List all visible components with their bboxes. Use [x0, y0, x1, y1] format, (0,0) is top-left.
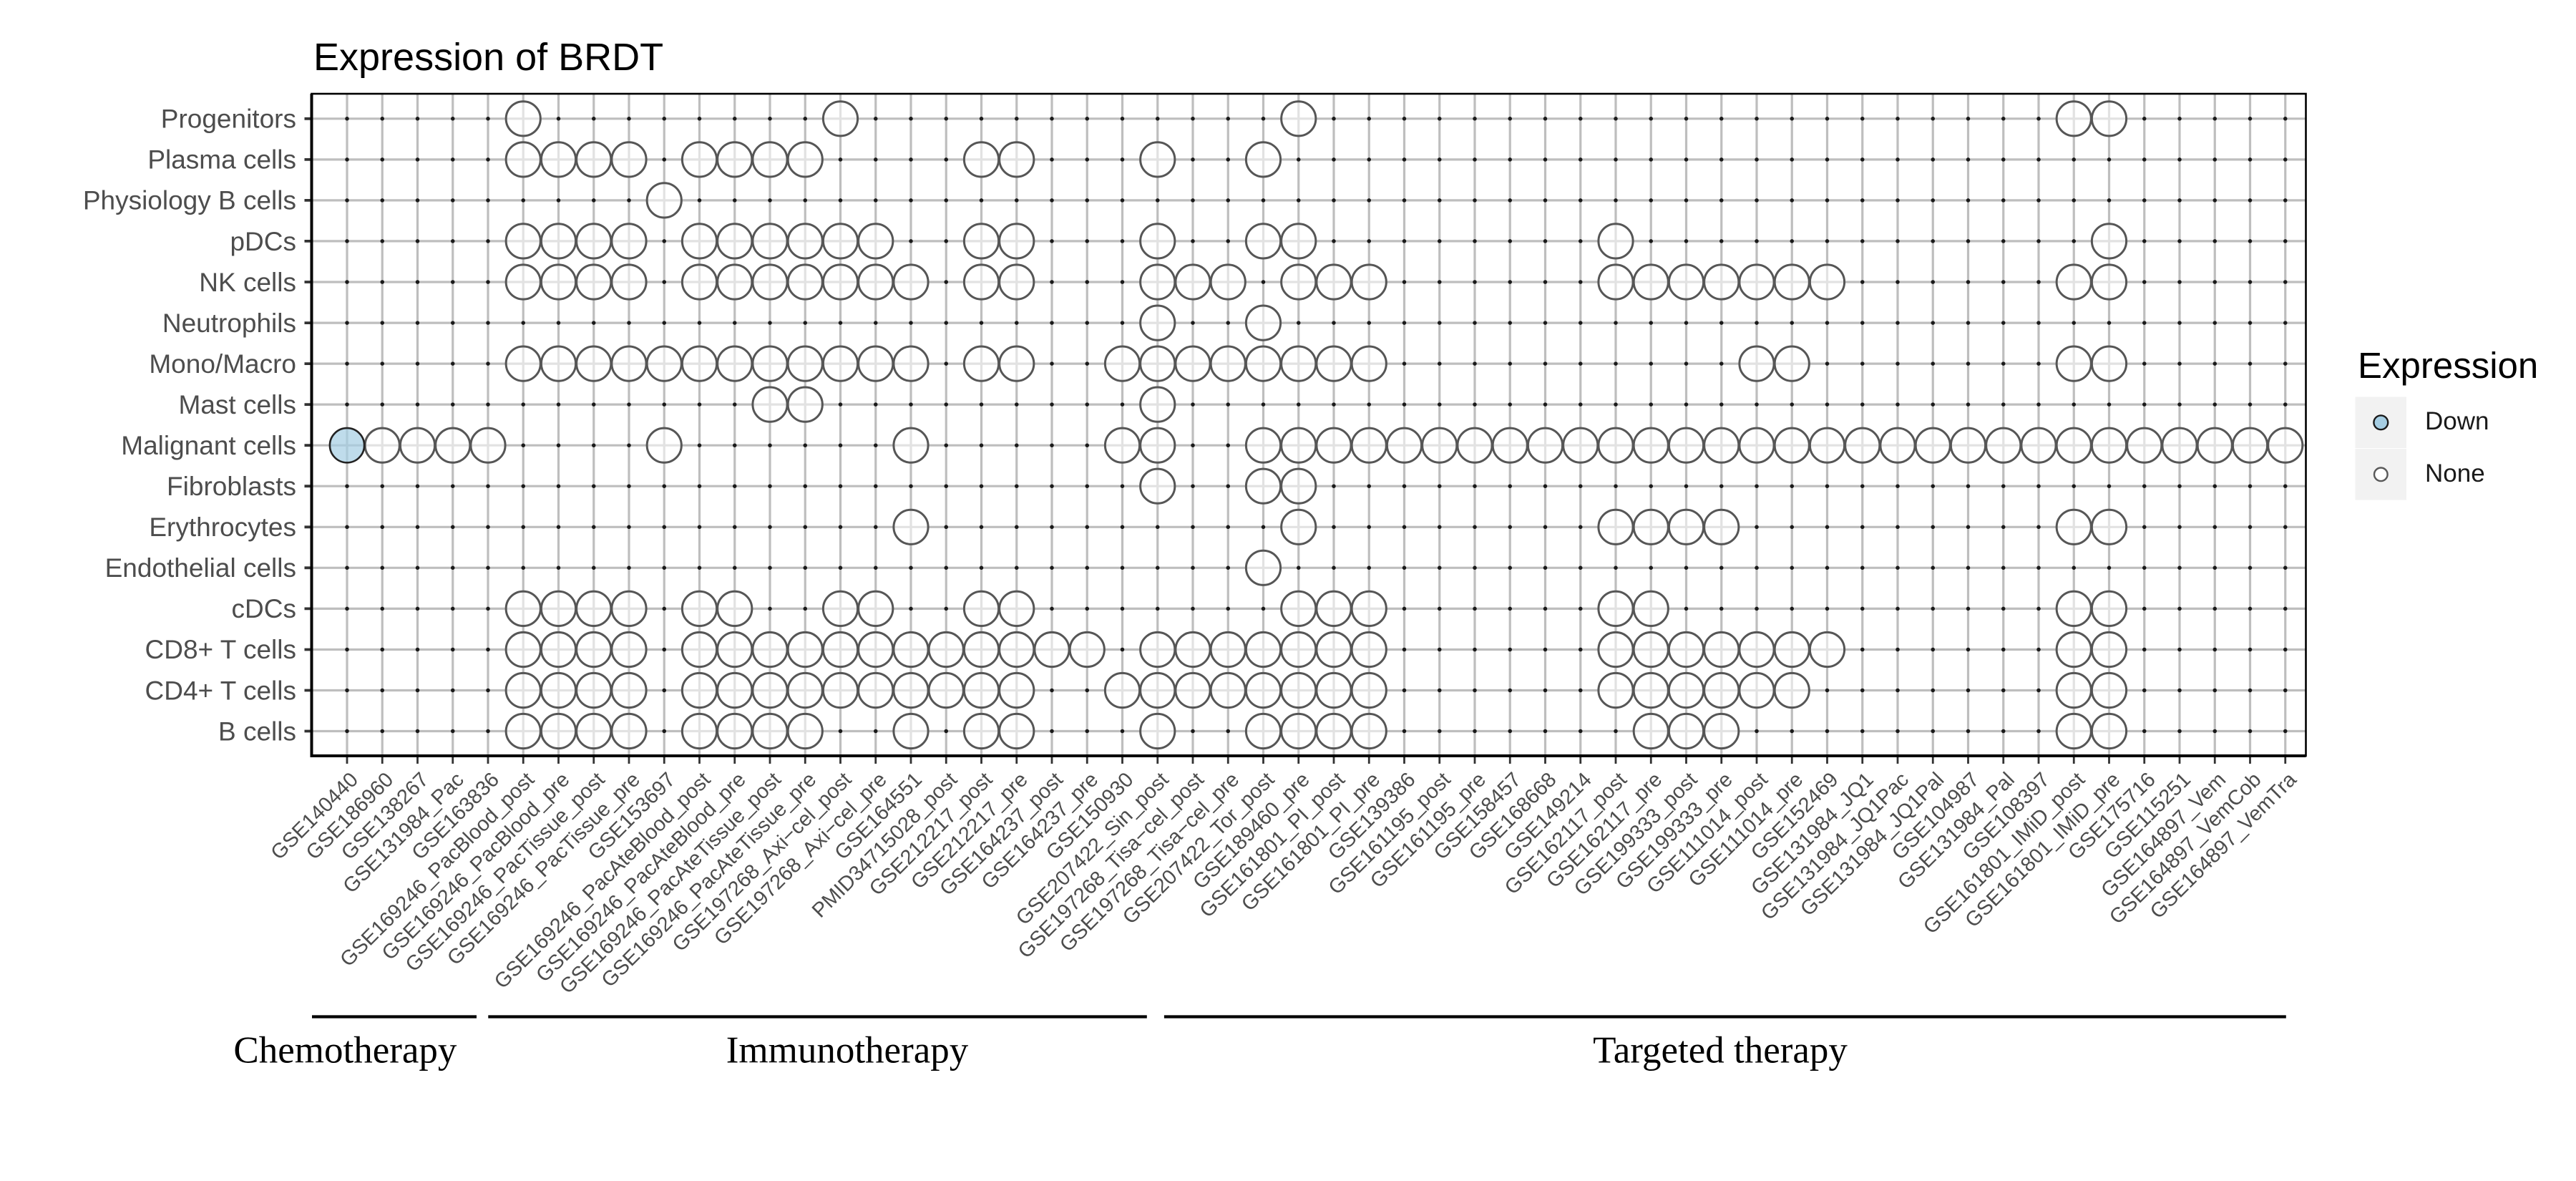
svg-text:None: None — [2425, 460, 2485, 487]
svg-text:Down: Down — [2425, 407, 2489, 435]
svg-text:Immunotherapy: Immunotherapy — [726, 1030, 969, 1071]
svg-text:Malignant cells: Malignant cells — [121, 431, 296, 460]
svg-text:Chemotherapy: Chemotherapy — [233, 1030, 457, 1071]
svg-text:Mast cells: Mast cells — [179, 390, 296, 419]
svg-text:CD4+ T cells: CD4+ T cells — [145, 676, 296, 705]
svg-text:Targeted therapy: Targeted therapy — [1593, 1030, 1848, 1071]
svg-text:Mono/Macro: Mono/Macro — [149, 349, 296, 379]
svg-text:Endothelial cells: Endothelial cells — [105, 553, 296, 583]
svg-text:Plasma cells: Plasma cells — [147, 145, 296, 175]
svg-text:Neutrophils: Neutrophils — [162, 308, 296, 338]
svg-text:Physiology B cells: Physiology B cells — [83, 186, 296, 215]
svg-text:Fibroblasts: Fibroblasts — [167, 472, 296, 501]
svg-text:CD8+ T cells: CD8+ T cells — [145, 635, 296, 664]
svg-text:cDCs: cDCs — [232, 594, 296, 623]
svg-text:Expression of BRDT: Expression of BRDT — [313, 36, 663, 79]
svg-text:pDCs: pDCs — [230, 227, 296, 256]
svg-text:Erythrocytes: Erythrocytes — [149, 512, 296, 542]
svg-text:Expression: Expression — [2358, 345, 2538, 386]
svg-text:B cells: B cells — [218, 716, 296, 746]
svg-text:Progenitors: Progenitors — [161, 105, 296, 134]
svg-text:NK cells: NK cells — [199, 268, 296, 297]
